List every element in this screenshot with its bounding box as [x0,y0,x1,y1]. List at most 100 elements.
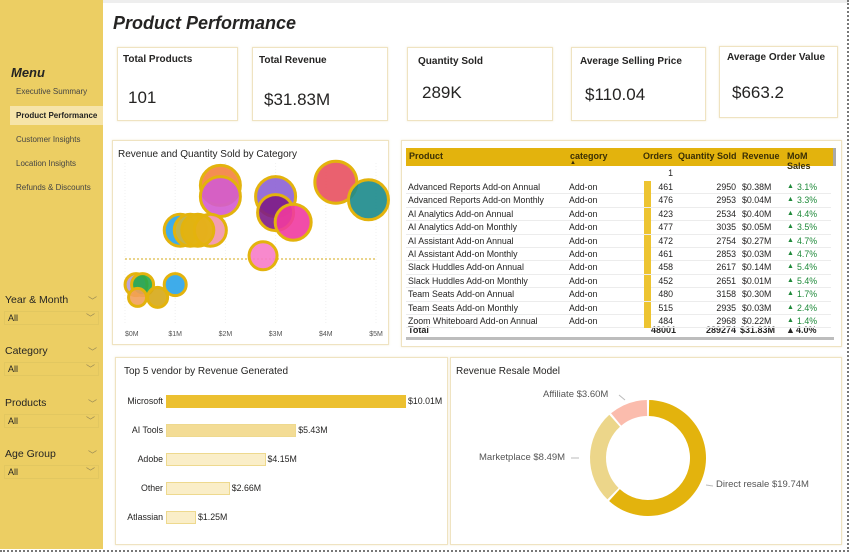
table-row[interactable]: AI Assistant Add-on Annual Add-on 472 2754 $… [406,234,831,248]
slicer-value: All [8,313,19,323]
bar[interactable] [166,482,230,495]
scatter-chart-title: Revenue and Quantity Sold by Category [118,149,297,160]
chevron-down-icon[interactable]: ﹀ [88,296,98,306]
scatter-point[interactable] [198,175,242,219]
nav-location-insights[interactable]: Location Insights [16,159,77,168]
x-tick-label: $3M [269,331,283,338]
bar-value-label: $1.25M [197,512,228,522]
bar[interactable] [166,511,196,524]
bar-category-label: Other [140,483,163,493]
nav-customer-insights[interactable]: Customer Insights [16,135,81,144]
cell-category: Add-on [569,222,598,233]
table-header: Product category ▲ Orders Quantity Sold … [406,148,833,171]
cell-mom: 4.4% [797,208,818,219]
column-header-orders[interactable]: Orders [643,151,673,161]
table-row[interactable]: Slack Huddles Add-on Monthly Add-on 452 265… [406,274,831,289]
cell-category: Add-on [569,275,598,286]
kpi-value: $31.83M [264,90,331,109]
table-row[interactable]: Team Seats Add-on Annual Add-on 480 3158 $0.… [406,288,831,302]
cell-mom: 5.4% [797,275,818,286]
table-row[interactable]: Advanced Reports Add-on Monthly Add-on 476… [406,194,831,208]
scatter-point[interactable] [247,240,279,272]
cell-revenue: $0.01M [742,275,772,286]
cell-revenue: $0.05M [742,222,772,233]
kpi-card-total-products[interactable]: Total Products 101 [117,47,238,121]
column-header-mom-sales[interactable]: MoM Sales [787,151,811,171]
table-row[interactable]: 1 [406,167,831,180]
kpi-card-average-selling-price[interactable]: Average Selling Price $110.04 [571,47,706,121]
vendor-bar-chart-card[interactable]: Top 5 vendor by Revenue Generated Micros… [115,357,448,545]
cell-mom: 1.7% [797,289,818,300]
top-border [103,0,848,3]
cell-product: AI Assistant Add-on Annual [408,235,514,246]
up-arrow-icon: ▲ [786,325,795,335]
orders-data-bar [644,194,651,208]
up-arrow-icon: ▲ [787,236,794,244]
chevron-down-icon[interactable]: ﹀ [88,399,98,409]
column-header-quantity-sold[interactable]: Quantity Sold [678,151,737,161]
kpi-card-total-revenue[interactable]: Total Revenue $31.83M [252,47,388,121]
donut-slice[interactable] [611,400,648,426]
vertical-scrollbar[interactable] [833,148,836,166]
slicer-age-group-dropdown[interactable]: All ﹀ [4,465,99,479]
scatter-point[interactable] [273,202,313,242]
slicer-value: All [8,416,19,426]
cell-orders: 458 [658,262,673,273]
table-row[interactable]: Advanced Reports Add-on Annual Add-on 461 2… [406,181,831,195]
slicer-products-dropdown[interactable]: All ﹀ [4,414,99,428]
cell-product: Team Seats Add-on Monthly [408,302,519,313]
orders-data-bar [644,261,651,275]
scatter-point[interactable] [127,286,149,308]
bar-category-label: AI Tools [131,425,163,435]
slicer-category-dropdown[interactable]: All ﹀ [4,362,99,376]
cell-category: Add-on [569,302,598,313]
total-revenue: $31.83M [740,325,776,335]
kpi-card-average-order-value[interactable]: Average Order Value $663.2 [719,46,838,118]
column-header-product[interactable]: Product [409,151,444,161]
cell-revenue: $0.04M [742,195,772,206]
donut-slice[interactable] [609,400,706,516]
kpi-value: $663.2 [732,83,784,102]
slicer-products-label: Products [5,397,47,409]
table-row[interactable]: AI Assistant Add-on Monthly Add-on 461 2853… [406,248,831,262]
column-header-revenue[interactable]: Revenue [742,151,780,161]
cell-category: Add-on [569,195,598,206]
table-row[interactable]: AI Analytics Add-on Monthly Add-on 477 3035… [406,221,831,235]
nav-refunds-discounts[interactable]: Refunds & Discounts [16,183,91,192]
scatter-point[interactable] [146,285,170,309]
slicer-year-month-label: Year & Month [5,294,69,306]
horizontal-scrollbar[interactable] [406,337,834,340]
cell-product: AI Analytics Add-on Monthly [408,222,518,233]
bar[interactable] [166,424,297,437]
table-row[interactable]: Slack Huddles Add-on Annual Add-on 458 2617… [406,261,831,275]
scatter-chart-card[interactable]: Revenue and Quantity Sold by Category $0… [112,140,390,345]
x-tick-label: $2M [219,331,233,338]
chevron-down-icon: ﹀ [85,364,95,374]
scatter-point[interactable] [180,212,216,248]
slicer-value: All [8,467,19,477]
bar[interactable] [166,395,406,408]
chevron-down-icon[interactable]: ﹀ [88,450,98,460]
resale-donut-card[interactable]: Revenue Resale Model Affiliate $3.60M Ma… [450,357,842,545]
table-row[interactable]: Team Seats Add-on Monthly Add-on 515 2935 $0… [406,301,831,315]
donut-slice[interactable] [590,414,620,500]
cell-mom: 3.5% [797,222,818,233]
bar[interactable] [166,453,266,466]
column-header-category[interactable]: category [570,151,608,161]
nav-executive-summary[interactable]: Executive Summary [16,87,88,96]
slicer-year-month-dropdown[interactable]: All ﹀ [4,311,99,325]
total-orders: 48001 [651,325,677,335]
total-quantity: 289274 [705,325,736,335]
nav-product-performance[interactable]: Product Performance [10,106,103,125]
up-arrow-icon: ▲ [787,183,794,190]
product-table-card[interactable]: Product category ▲ Orders Quantity Sold … [401,140,842,347]
table-row[interactable]: Zoom Whiteboard Add-on Annual Add-on 484 29… [406,315,831,329]
chevron-down-icon[interactable]: ﹀ [88,347,98,357]
kpi-label: Quantity Sold [418,56,483,67]
orders-data-bar [644,221,651,235]
cell-product: AI Assistant Add-on Monthly [408,249,518,259]
scatter-point[interactable] [162,272,188,298]
scatter-point[interactable] [346,178,390,222]
table-row[interactable]: AI Analytics Add-on Annual Add-on 423 2534 $… [406,207,831,222]
kpi-card-quantity-sold[interactable]: Quantity Sold 289K [407,47,553,121]
